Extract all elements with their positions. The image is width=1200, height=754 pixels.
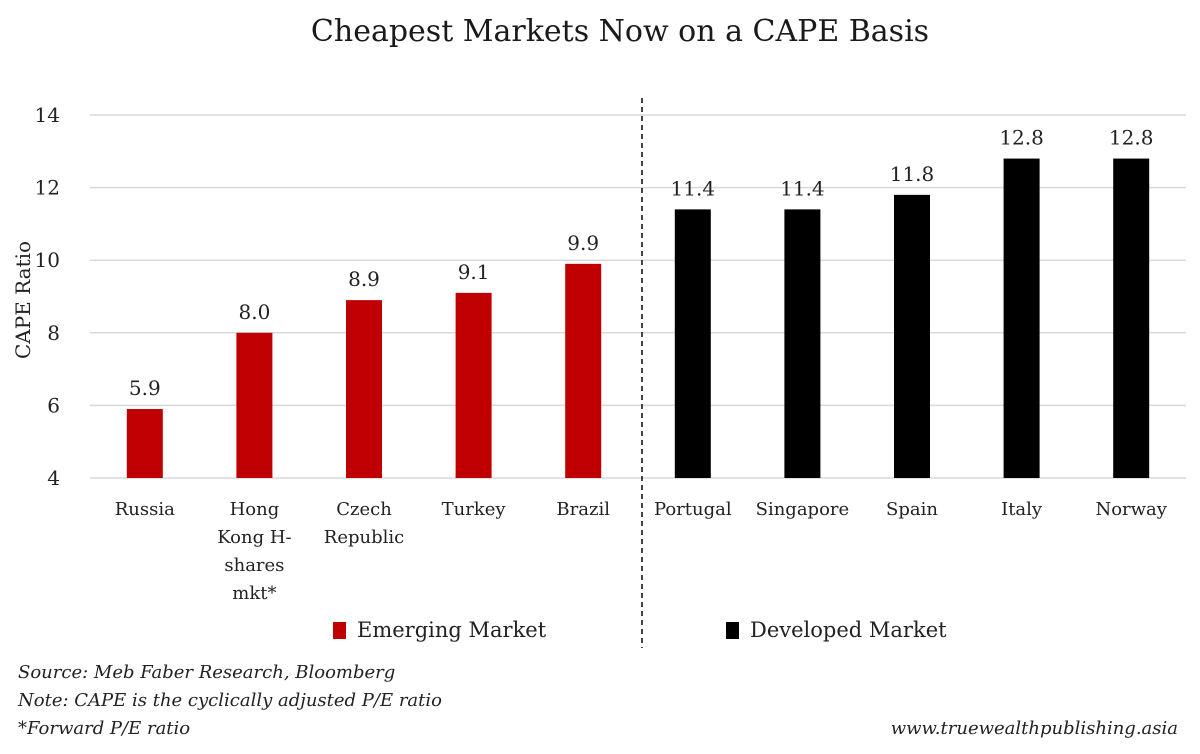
value-label: 5.9 [129, 376, 161, 400]
bar [346, 300, 382, 478]
bar [674, 209, 711, 478]
legend-item-emerging: Emerging Market [333, 618, 546, 642]
y-tick-label: 12 [35, 176, 60, 200]
source-note: Source: Meb Faber Research, Bloomberg [18, 662, 396, 683]
chart-title: Cheapest Markets Now on a CAPE Basis [310, 14, 930, 49]
value-label: 12.8 [1109, 126, 1154, 150]
forward-pe-footnote: *Forward P/E ratio [18, 718, 191, 739]
category-label-line: Republic [324, 527, 404, 548]
category-label: Hong Kong H-shares mkt* [217, 499, 291, 604]
category-label-line: Hong [230, 499, 280, 520]
legend-swatch-developed [726, 621, 739, 639]
value-label: 8.0 [238, 300, 270, 324]
category-label-line: Italy [1001, 499, 1043, 520]
bar [894, 194, 930, 479]
y-tick-label: 6 [47, 393, 60, 417]
value-label: 11.8 [890, 162, 935, 186]
cape-note: Note: CAPE is the cyclically adjusted P/… [18, 690, 442, 711]
y-tick-label: 14 [35, 103, 60, 127]
value-label: 11.4 [780, 176, 825, 200]
y-axis-ticks: 4 6 8 10 12 14 [35, 103, 60, 490]
category-label-line: mkt* [232, 583, 276, 604]
legend-item-developed: Developed Market [726, 618, 947, 642]
category-label: Turkey [442, 499, 507, 520]
category-label-line: shares [224, 555, 284, 576]
bar [565, 263, 602, 478]
value-label: 11.4 [671, 176, 716, 200]
bar [126, 409, 163, 478]
y-tick-label: 10 [35, 248, 60, 272]
y-axis-title: CAPE Ratio [11, 241, 35, 359]
category-label: Italy [1001, 499, 1043, 520]
value-label: 9.9 [567, 231, 599, 255]
category-label: Spain [886, 499, 938, 520]
legend-swatch-emerging [333, 621, 346, 639]
category-label-line: Czech [336, 499, 392, 520]
y-tick-label: 4 [47, 466, 60, 490]
legend-label-developed: Developed Market [750, 618, 947, 642]
category-label-line: Spain [886, 499, 938, 520]
category-label-line: Kong H- [217, 527, 291, 548]
category-label-line: Russia [115, 499, 175, 520]
value-label: 8.9 [348, 267, 380, 291]
category-label-line: Norway [1095, 499, 1167, 520]
gridlines [90, 114, 1186, 479]
category-label-line: Brazil [556, 499, 610, 520]
category-label: Russia [115, 499, 175, 520]
y-tick-label: 8 [47, 321, 60, 345]
bars [126, 158, 1150, 479]
category-labels: Russia Hong Kong H-shares mkt* Czech Republic… [115, 499, 1168, 604]
category-label: Singapore [756, 499, 850, 520]
website-credit: www.truewealthpublishing.asia [890, 718, 1178, 739]
bar [455, 292, 492, 478]
value-label: 12.8 [999, 126, 1044, 150]
category-label: Czech Republic [324, 499, 404, 548]
category-label: Norway [1095, 499, 1167, 520]
value-labels: 5.9 8.0 8.9 9.1 9.9 11.4 11.4 11.8 12.8 12.8 [129, 126, 1154, 400]
category-label-line: Turkey [442, 499, 507, 520]
bar [236, 332, 273, 478]
category-label: Portugal [654, 499, 732, 520]
bar [1113, 158, 1150, 478]
bar [784, 209, 821, 478]
category-label-line: Portugal [654, 499, 732, 520]
category-label-line: Singapore [756, 499, 850, 520]
legend-label-emerging: Emerging Market [357, 618, 547, 642]
value-label: 9.1 [458, 260, 490, 284]
category-label: Brazil [556, 499, 610, 520]
bar [1003, 158, 1040, 478]
